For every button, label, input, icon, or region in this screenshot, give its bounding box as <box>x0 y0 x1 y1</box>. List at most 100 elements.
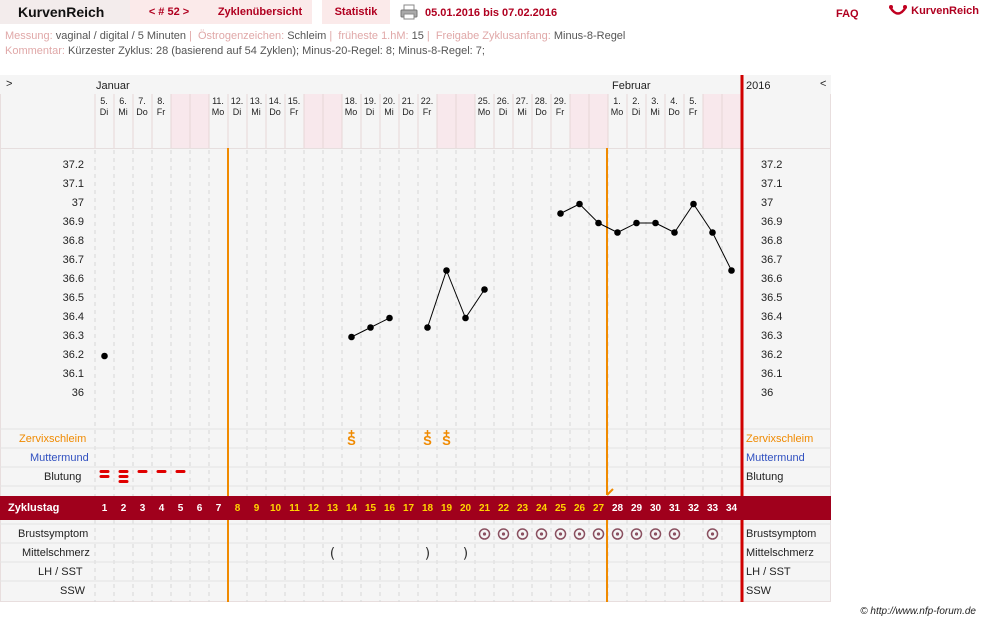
temp-point <box>690 200 697 208</box>
day-date: 13. <box>249 96 263 106</box>
cycle-day-number: 15 <box>364 502 377 514</box>
temp-point <box>709 229 716 236</box>
cycle-day-number: 5 <box>177 502 184 514</box>
breast-symptom-dot <box>710 532 715 536</box>
day-header[interactable]: 27. Mi <box>513 96 531 118</box>
day-header[interactable]: 4. Do <box>665 96 683 118</box>
day-header[interactable]: 22. Fr <box>418 96 436 118</box>
weekend-band <box>171 94 190 148</box>
oestrogen-label: Östrogenzeichen: <box>197 30 285 42</box>
day-header[interactable]: 3. Mi <box>646 96 664 118</box>
bleeding-mark <box>118 480 129 483</box>
cycle-day-number: 32 <box>687 502 700 514</box>
row-brust-label: Brustsymptom <box>18 528 89 540</box>
breast-symptom-dot <box>672 532 677 536</box>
breast-symptom-icon <box>554 528 567 540</box>
day-header[interactable]: 11. Mo <box>209 96 227 118</box>
day-header[interactable]: 6. Mi <box>114 96 132 118</box>
temp-segment <box>427 270 447 328</box>
print-icon[interactable] <box>400 3 418 21</box>
row-mittelschmerz-label: Mittelschmerz <box>22 547 90 559</box>
temp-point <box>367 324 374 331</box>
y-tick-label-right: 36.4 <box>761 311 783 323</box>
day-header[interactable]: 26. Di <box>494 96 512 118</box>
cycle-day-number: 30 <box>649 502 662 514</box>
day-date: 6. <box>119 96 127 106</box>
temp-segment <box>655 222 675 233</box>
scroll-right-button[interactable]: < <box>820 78 827 90</box>
breast-symptom-icon <box>478 528 491 540</box>
y-tick-label-right: 36.5 <box>761 292 783 304</box>
mittelschmerz-mark: ) <box>463 546 468 562</box>
day-weekday: Fr <box>156 107 166 117</box>
faq-link[interactable]: FAQ <box>836 8 859 20</box>
year-label: 2016 <box>746 80 771 92</box>
temp-point <box>614 229 621 236</box>
brand-logo-text: KurvenReich <box>911 5 979 17</box>
row-muttermund-label: Muttermund <box>30 452 89 464</box>
temp-point <box>671 229 678 236</box>
brand-logo[interactable]: KurvenReich <box>888 4 979 18</box>
day-weekday: Mi <box>650 107 660 117</box>
cycle-day-number: 23 <box>516 502 529 514</box>
cycle-day-number: 4 <box>158 502 165 514</box>
tab-zyklenuebersicht[interactable]: Zyklenübersicht <box>208 0 312 24</box>
day-header[interactable]: 12. Di <box>228 96 246 118</box>
day-header[interactable]: 25. Mo <box>475 96 493 118</box>
day-date: 8. <box>157 96 165 106</box>
temp-point <box>348 333 355 341</box>
weekend-band <box>304 94 323 148</box>
weekend-band <box>570 94 589 148</box>
y-tick-label: 36.5 <box>62 292 84 304</box>
day-header[interactable]: 18. Mo <box>342 96 360 118</box>
temp-point <box>728 267 735 274</box>
tab-statistik[interactable]: Statistik <box>322 0 390 24</box>
day-header[interactable]: 29. Fr <box>551 96 569 118</box>
cycle-nav[interactable]: < # 52 > <box>130 0 208 24</box>
y-tick-label-right: 37 <box>761 197 774 209</box>
day-weekday: Mo <box>211 107 225 117</box>
mittelschmerz-mark: ) <box>425 546 430 562</box>
day-header[interactable]: 21. Do <box>399 96 417 118</box>
day-header[interactable]: 15. Fr <box>285 96 303 118</box>
cycle-day-number: 31 <box>668 502 681 514</box>
day-header[interactable]: 2. Di <box>627 96 645 118</box>
day-header[interactable]: 19. Di <box>361 96 379 118</box>
day-header[interactable]: 7. Do <box>133 96 151 118</box>
breast-symptom-dot <box>596 532 601 536</box>
temp-segment <box>446 270 466 319</box>
cycle-day-number: 8 <box>234 502 241 514</box>
top-bar: KurvenReich < # 52 > Zyklenübersicht Sta… <box>0 0 981 27</box>
y-tick-label: 37.2 <box>62 159 84 171</box>
cycle-day-number: 13 <box>326 502 339 514</box>
weekend-band <box>323 94 342 148</box>
day-header[interactable]: 1. Mo <box>608 96 626 118</box>
breast-symptom-dot <box>558 532 563 536</box>
day-header[interactable]: 5. Fr <box>684 96 702 118</box>
cycle-day-number: 19 <box>440 502 453 514</box>
day-weekday: Mi <box>118 107 128 117</box>
day-weekday: Do <box>136 107 148 117</box>
day-header[interactable]: 20. Mi <box>380 96 398 118</box>
cycle-day-number: 7 <box>215 502 222 514</box>
kommentar-label: Kommentar: <box>5 45 65 57</box>
mittelschmerz-mark: ( <box>330 546 335 562</box>
y-tick-label: 36.3 <box>62 330 84 342</box>
measurement-info: Messung: vaginal / digital / 5 Minuten | … <box>5 30 626 42</box>
breast-symptom-icon <box>592 528 605 540</box>
plot-svg: S S S()) <box>0 75 831 602</box>
day-date: 5. <box>689 96 697 106</box>
y-tick-label-right: 36.7 <box>761 254 783 266</box>
bleeding-mark <box>175 470 186 473</box>
cycle-day-number: 10 <box>269 502 282 514</box>
breast-symptom-dot <box>539 532 544 536</box>
day-header[interactable]: 5. Di <box>95 96 113 118</box>
scroll-left-button[interactable]: > <box>6 78 13 90</box>
day-header[interactable]: 8. Fr <box>152 96 170 118</box>
app-title[interactable]: KurvenReich <box>0 0 130 24</box>
day-header[interactable]: 14. Do <box>266 96 284 118</box>
y-tick-label: 36.7 <box>62 254 84 266</box>
day-header[interactable]: 28. Do <box>532 96 550 118</box>
bleeding-mark <box>99 470 110 473</box>
day-header[interactable]: 13. Mi <box>247 96 265 118</box>
